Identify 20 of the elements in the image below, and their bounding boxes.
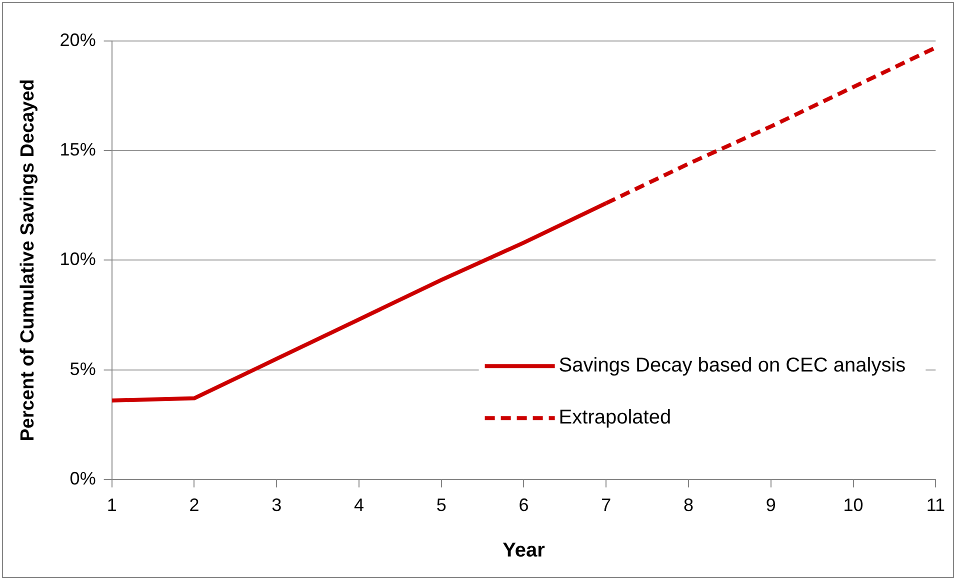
y-tick-label: 20% — [60, 30, 96, 50]
x-tick-label: 5 — [436, 495, 446, 516]
y-tick-label: 5% — [70, 358, 96, 379]
x-tick-label: 6 — [518, 495, 529, 516]
y-tick-label: 0% — [70, 468, 96, 488]
x-tick-label: 11 — [926, 495, 945, 516]
x-tick-label: 2 — [189, 495, 200, 516]
legend-label: Extrapolated — [558, 406, 672, 429]
x-tick-label: 8 — [684, 495, 694, 516]
y-tick-label: 10% — [60, 249, 96, 270]
x-tick-label: 7 — [601, 495, 612, 516]
x-tick-label: 9 — [766, 495, 776, 516]
x-tick-label: 10 — [843, 495, 864, 516]
x-tick-label: 4 — [354, 495, 364, 516]
legend-label: Savings Decay based on CEC analysis — [558, 354, 906, 377]
x-tick-label: 1 — [106, 495, 117, 516]
y-tick-label: 15% — [60, 140, 96, 160]
x-tick-label: 3 — [272, 495, 282, 516]
x-axis-title: Year — [502, 540, 546, 562]
y-axis-title: Percent of Cumulative Savings Decayed — [18, 79, 39, 442]
